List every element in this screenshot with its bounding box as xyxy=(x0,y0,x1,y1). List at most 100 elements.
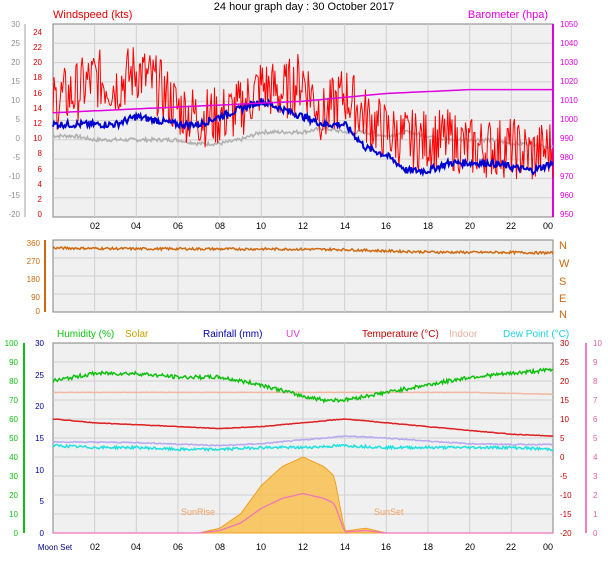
moon-set-label: Moon Set xyxy=(38,543,73,552)
wind-outer-tick: -20 xyxy=(8,210,20,219)
uv-ticks: 10 9 8 7 6 5 4 3 2 1 0 xyxy=(593,339,602,538)
legend-rainfall: Rainfall (mm) xyxy=(203,329,262,340)
rainfall-ticks: 30 25 20 15 10 5 0 xyxy=(35,339,44,538)
rainfall-tick: 25 xyxy=(35,371,44,380)
wind-inner-tick: 20 xyxy=(33,58,42,67)
series-line-dew-point xyxy=(52,443,554,453)
barometer-tick: 1050 xyxy=(560,20,578,29)
rainfall-tick: 15 xyxy=(35,434,44,443)
wind-inner-tick: 24 xyxy=(33,28,42,37)
temperature-ticks: 30 25 20 15 10 5 0 -5 -10 -15 -20 xyxy=(560,339,572,538)
wind-x-tick: 20 xyxy=(465,221,475,231)
compass-label: E xyxy=(559,293,566,305)
direction-tick: 270 xyxy=(27,257,41,266)
wind-inner-tick: 4 xyxy=(38,180,43,189)
wind-inner-tick: 18 xyxy=(33,73,42,82)
direction-tick: 90 xyxy=(31,293,40,302)
climate-x-tick: 02 xyxy=(90,542,100,552)
wind-inner-tick: 16 xyxy=(33,89,42,98)
legend-indoor: Indoor xyxy=(449,329,478,340)
barometer-tick: 1010 xyxy=(560,96,578,105)
wind-x-tick: 10 xyxy=(256,221,266,231)
rainfall-tick: 10 xyxy=(35,466,44,475)
series-line-lull xyxy=(52,125,554,151)
temperature-tick: -15 xyxy=(560,510,572,519)
uv-tick: 1 xyxy=(593,510,598,519)
wind-series xyxy=(52,47,554,180)
climate-x-tick: 20 xyxy=(465,542,475,552)
wind-outer-ticks: 30 25 20 15 10 5 0 -5 -10 -15 -20 xyxy=(8,20,20,219)
temperature-tick: -20 xyxy=(560,529,572,538)
humidity-tick: 10 xyxy=(9,510,18,519)
uv-tick: 10 xyxy=(593,339,602,348)
barometer-tick: 1030 xyxy=(560,58,578,67)
wind-x-tick: 04 xyxy=(131,221,141,231)
uv-tick: 7 xyxy=(593,396,598,405)
wind-x-tick: 22 xyxy=(506,221,516,231)
compass-label: N xyxy=(559,309,567,321)
temperature-tick: 20 xyxy=(560,377,569,386)
wind-x-tick: 18 xyxy=(423,221,433,231)
wind-outer-tick: 25 xyxy=(11,39,20,48)
windspeed-axis-title: Windspeed (kts) xyxy=(53,9,132,21)
wind-x-ticks: 02 04 06 08 10 12 14 16 18 20 22 00 xyxy=(90,221,553,231)
temperature-tick: 30 xyxy=(560,339,569,348)
barometer-tick: 970 xyxy=(560,172,574,181)
series-line-temperature xyxy=(52,418,553,438)
climate-x-tick: 04 xyxy=(131,542,141,552)
barometer-tick: 1040 xyxy=(560,39,578,48)
direction-tick: 0 xyxy=(36,307,41,316)
series-line-barometer xyxy=(52,88,553,114)
legend-uv: UV xyxy=(286,329,300,340)
compass-label: W xyxy=(559,258,570,270)
uv-tick: 3 xyxy=(593,472,598,481)
climate-x-tick: 18 xyxy=(423,542,433,552)
direction-tick: 360 xyxy=(27,239,41,248)
barometer-tick: 1020 xyxy=(560,77,578,86)
direction-ticks: 360 270 180 90 0 xyxy=(27,239,41,316)
uv-tick: 8 xyxy=(593,377,598,386)
series-line-solar-sensor xyxy=(52,435,554,447)
temperature-tick: -10 xyxy=(560,491,572,500)
legend-humidity: Humidity (%) xyxy=(57,329,114,340)
wind-x-tick: 08 xyxy=(215,221,225,231)
series-line-wind-direction xyxy=(52,245,554,256)
chart-title: 24 hour graph day : 30 October 2017 xyxy=(214,1,394,13)
temperature-tick: 25 xyxy=(560,358,569,367)
series-line-uv xyxy=(53,492,553,534)
rainfall-tick: 0 xyxy=(40,529,45,538)
uv-tick: 2 xyxy=(593,491,598,500)
wind-x-tick: 16 xyxy=(381,221,391,231)
compass-labels: N W S E N xyxy=(559,240,570,321)
wind-outer-tick: -15 xyxy=(8,191,20,200)
series-line-humidity xyxy=(52,367,554,404)
wind-inner-tick: 10 xyxy=(33,134,42,143)
wind-inner-tick: 0 xyxy=(38,210,43,219)
direction-series xyxy=(52,245,554,256)
wind-inner-tick: 14 xyxy=(33,104,42,113)
wind-outer-tick: -5 xyxy=(13,153,21,162)
climate-legend: Humidity (%) Solar Rainfall (mm) UV Temp… xyxy=(57,329,569,340)
uv-tick: 6 xyxy=(593,415,598,424)
humidity-tick: 90 xyxy=(9,358,18,367)
legend-temperature: Temperature (°C) xyxy=(362,329,439,340)
humidity-tick: 40 xyxy=(9,453,18,462)
climate-x-tick: 06 xyxy=(173,542,183,552)
humidity-tick: 100 xyxy=(5,339,19,348)
climate-series xyxy=(52,367,554,534)
wind-x-tick: 06 xyxy=(173,221,183,231)
climate-x-tick: 14 xyxy=(340,542,350,552)
uv-tick: 0 xyxy=(593,529,598,538)
temperature-tick: 10 xyxy=(560,415,569,424)
rainfall-tick: 5 xyxy=(40,497,45,506)
uv-tick: 4 xyxy=(593,453,598,462)
wind-inner-ticks: 24 22 20 18 16 14 12 10 8 6 4 2 0 xyxy=(33,28,42,219)
wind-inner-tick: 6 xyxy=(38,165,43,174)
wind-outer-tick: 20 xyxy=(11,58,20,67)
humidity-tick: 20 xyxy=(9,491,18,500)
humidity-tick: 70 xyxy=(9,396,18,405)
climate-x-tick: 12 xyxy=(298,542,308,552)
barometer-ticks: 1050 1040 1030 1020 1010 1000 990 980 97… xyxy=(560,20,578,219)
barometer-tick: 980 xyxy=(560,153,574,162)
